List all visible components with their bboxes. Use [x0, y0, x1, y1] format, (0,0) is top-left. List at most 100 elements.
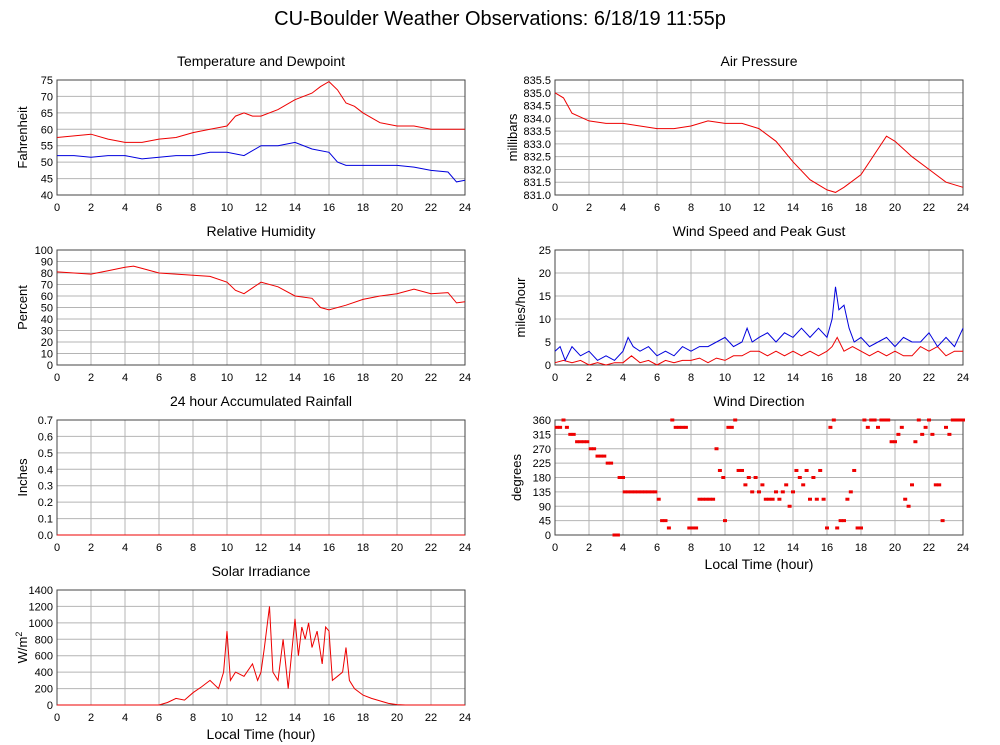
x-tick-label: 12 — [255, 712, 267, 724]
x-tick-label: 24 — [459, 712, 471, 724]
data-point — [784, 483, 789, 487]
y-tick-label: 40 — [41, 314, 53, 326]
data-point — [578, 440, 583, 444]
data-point — [721, 476, 726, 479]
x-tick-label: 0 — [54, 372, 60, 384]
x-tick-label: 20 — [391, 372, 403, 384]
data-point — [568, 432, 573, 436]
plot-frame — [554, 249, 964, 366]
data-point — [660, 519, 665, 523]
y-tick-label: 200 — [35, 684, 53, 696]
x-tick-label: 12 — [255, 202, 267, 214]
data-point — [954, 418, 959, 422]
y-tick-label: 1200 — [29, 601, 53, 613]
y-tick-label: 180 — [533, 473, 551, 485]
data-point — [842, 519, 846, 523]
x-tick-label: 6 — [156, 712, 162, 724]
data-point — [923, 425, 928, 429]
series-line-red — [554, 336, 963, 366]
data-point — [852, 468, 857, 472]
x-tick-label: 14 — [787, 372, 799, 384]
data-point — [740, 468, 744, 472]
data-point — [763, 497, 768, 501]
y-tick-label: 0.5 — [38, 448, 53, 460]
x-tick-label: 8 — [688, 542, 694, 554]
x-tick-label: 14 — [289, 712, 301, 724]
x-tick-label: 6 — [654, 542, 660, 554]
x-tick-label: 4 — [122, 542, 128, 554]
data-point — [848, 490, 853, 494]
y-tick-label: 75 — [41, 75, 53, 87]
y-tick-label: 835.0 — [523, 88, 551, 100]
x-tick-label: 18 — [855, 542, 867, 554]
data-point — [717, 468, 722, 472]
y-tick-label: 5 — [545, 337, 551, 349]
y-tick-label: 0.6 — [38, 431, 53, 443]
data-point — [602, 454, 607, 458]
y-tick-label: 0 — [47, 360, 53, 372]
data-point — [910, 483, 914, 487]
y-axis-label: miles/hour — [513, 277, 528, 338]
data-point — [588, 447, 593, 451]
x-tick-label: 20 — [889, 542, 901, 554]
y-tick-label: 225 — [533, 458, 551, 470]
data-point — [714, 447, 719, 451]
data-point — [930, 432, 935, 436]
data-point — [575, 440, 580, 444]
x-axis-label: Local Time (hour) — [705, 556, 814, 572]
data-point — [865, 425, 870, 429]
data-point — [733, 418, 738, 422]
y-tick-label: 834.0 — [523, 113, 551, 125]
x-tick-label: 18 — [855, 372, 867, 384]
y-tick-label: 1400 — [29, 585, 53, 597]
chart-title: Solar Irradiance — [212, 563, 311, 579]
data-point — [944, 425, 948, 429]
data-point — [937, 483, 942, 487]
x-tick-label: 12 — [753, 372, 765, 384]
data-point — [957, 418, 962, 422]
data-point — [859, 526, 863, 530]
x-tick-label: 14 — [289, 202, 301, 214]
x-tick-label: 4 — [620, 202, 626, 214]
data-point — [687, 526, 692, 530]
y-axis-label: W/m2 — [14, 632, 30, 664]
y-tick-label: 400 — [35, 667, 53, 679]
y-tick-label: 70 — [41, 280, 53, 292]
x-tick-label: 2 — [586, 372, 592, 384]
y-tick-label: 70 — [41, 91, 53, 103]
data-point — [598, 454, 603, 458]
x-tick-label: 10 — [719, 372, 731, 384]
y-tick-label: 10 — [539, 314, 551, 326]
x-tick-label: 2 — [586, 542, 592, 554]
x-tick-label: 18 — [357, 202, 369, 214]
data-point — [916, 418, 921, 422]
x-tick-label: 10 — [719, 202, 731, 214]
x-tick-label: 10 — [221, 372, 233, 384]
data-point — [670, 418, 675, 422]
data-point — [704, 497, 709, 501]
data-point — [723, 519, 727, 523]
x-tick-label: 22 — [425, 712, 437, 724]
data-point — [879, 418, 884, 422]
data-point — [609, 461, 614, 465]
data-point — [656, 497, 661, 501]
x-tick-label: 20 — [889, 372, 901, 384]
plot-frame — [554, 419, 964, 536]
x-tick-label: 22 — [425, 542, 437, 554]
y-tick-label: 65 — [41, 108, 53, 120]
data-point — [581, 440, 586, 444]
data-point — [673, 425, 678, 429]
y-tick-label: 835.5 — [523, 75, 551, 87]
y-axis-label: Fahrenheit — [15, 106, 30, 169]
data-point — [770, 497, 775, 501]
y-tick-label: 800 — [35, 634, 53, 646]
data-point — [622, 490, 627, 494]
data-point — [767, 497, 772, 501]
data-point — [621, 476, 625, 479]
data-point — [777, 497, 782, 501]
data-point — [564, 425, 569, 429]
data-point — [680, 425, 685, 429]
